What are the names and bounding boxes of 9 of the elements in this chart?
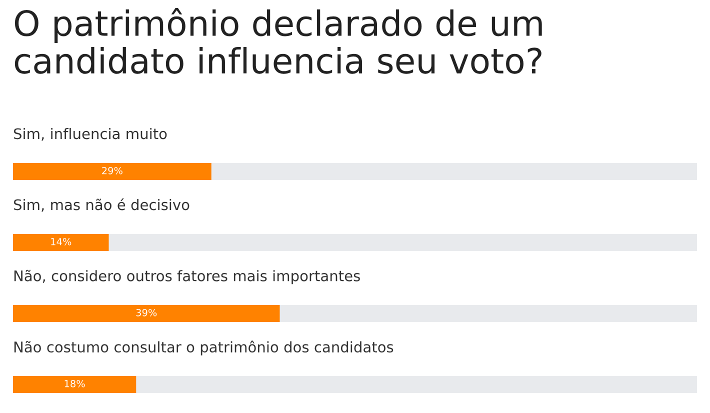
data-label: 39%	[136, 308, 157, 316]
data-label: 29%	[102, 166, 122, 174]
data-label: 14%	[51, 238, 72, 246]
y-tick-label: Não costumo consultar o patrimônio dos candidatos	[14, 340, 394, 356]
chart-title: O patrimônio declarado de um candidato influencia seu voto?	[14, 8, 542, 74]
data-label: 18%	[64, 380, 85, 388]
y-tick-label: Sim, influencia muito	[14, 128, 167, 141]
y-tick-label: Sim, mas não é decisivo	[14, 198, 190, 212]
y-tick-label: Não, considero outros fatores mais importantes	[14, 270, 360, 284]
